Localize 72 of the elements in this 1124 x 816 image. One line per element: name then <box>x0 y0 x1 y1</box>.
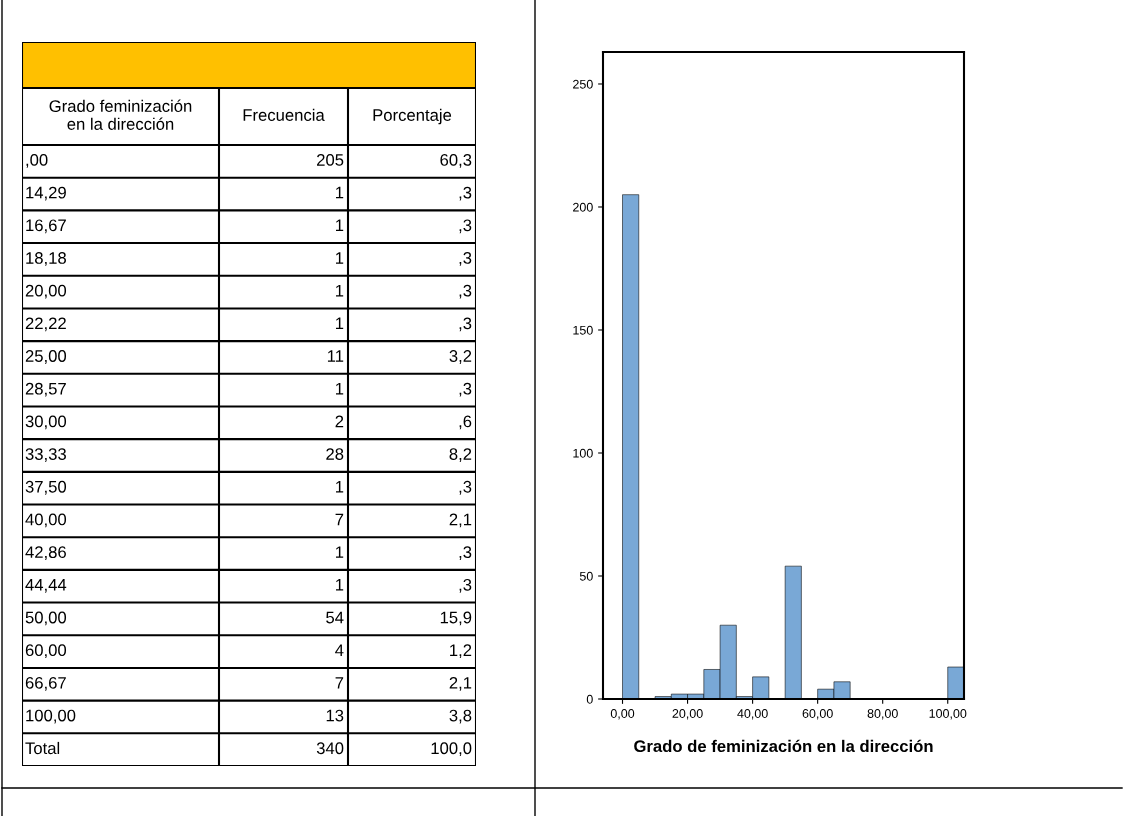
text: 60,3 <box>440 154 472 168</box>
category-label: Porcentaje <box>373 108 452 125</box>
text: ,3 <box>459 219 472 234</box>
text: 2,1 <box>449 676 472 691</box>
text: 8,2 <box>449 448 472 462</box>
category-label: Frecuencia <box>243 108 325 121</box>
text: 33,33 <box>25 448 66 462</box>
y-tick-label: 150 <box>573 325 593 335</box>
text: 3,2 <box>449 350 472 364</box>
text: 25,00 <box>25 350 67 364</box>
text: 20,00 <box>25 284 67 299</box>
text: 1 <box>336 481 344 493</box>
x-axis-title: Grado de feminización en la dirección <box>634 739 933 753</box>
text: 18,18 <box>26 252 66 266</box>
text: 22,22 <box>25 317 66 332</box>
x-tick-label: 20,00 <box>672 709 703 720</box>
text: 1 <box>336 382 344 395</box>
text: 1 <box>336 579 344 591</box>
text: Total <box>25 741 60 755</box>
text: ,3 <box>459 317 472 332</box>
text: ,3 <box>459 546 472 560</box>
x-tick-label: 0,00 <box>610 709 635 720</box>
x-tick-label: 100,00 <box>929 709 967 720</box>
text: ,3 <box>459 186 472 201</box>
text: 13 <box>326 709 344 722</box>
text: 54 <box>326 611 344 624</box>
y-tick-label: 50 <box>579 571 593 581</box>
text: 28 <box>326 448 344 460</box>
text: 7 <box>335 513 344 526</box>
x-tick-label: 80,00 <box>867 709 898 720</box>
text: 1 <box>336 546 344 558</box>
text: 1 <box>336 186 344 199</box>
text: 205 <box>317 154 344 166</box>
y-tick-label: 100 <box>573 448 593 458</box>
text: 42,86 <box>25 546 66 560</box>
text: 1 <box>336 317 344 330</box>
y-tick-label: 200 <box>573 202 593 212</box>
text: 1 <box>336 284 344 297</box>
text: 50,00 <box>25 611 67 626</box>
text: 44,44 <box>25 579 67 593</box>
text: ,3 <box>459 578 472 593</box>
text: 100,0 <box>431 742 472 757</box>
text: ,3 <box>459 480 472 495</box>
y-tick-label: 0 <box>586 694 593 704</box>
text: 15,9 <box>440 611 472 626</box>
text: ,3 <box>459 382 472 397</box>
category-label: Grado feminización en la dirección <box>49 99 192 130</box>
text: 14,29 <box>26 186 66 201</box>
text: ,3 <box>459 284 472 299</box>
text: 2,1 <box>449 513 472 528</box>
x-tick-label: 40,00 <box>737 709 768 720</box>
text: 1,2 <box>450 644 472 659</box>
y-tick-label: 250 <box>573 79 593 89</box>
text: 1 <box>336 219 344 232</box>
text: 37,50 <box>25 480 67 495</box>
text: ,6 <box>459 415 472 430</box>
text: ,3 <box>459 252 472 266</box>
text: 66,67 <box>25 676 66 691</box>
text: 40,00 <box>25 513 67 528</box>
text: 3,8 <box>449 709 472 724</box>
text: 7 <box>335 677 344 689</box>
text: 30,00 <box>25 415 67 430</box>
text: 340 <box>316 742 344 755</box>
text: 2 <box>335 415 344 428</box>
text: 4 <box>335 644 344 656</box>
text: ,00 <box>26 154 48 168</box>
text: 28,57 <box>25 382 66 397</box>
text: 60,00 <box>25 644 67 659</box>
text: 16,67 <box>26 219 66 234</box>
text: 11 <box>327 350 344 362</box>
text: 1 <box>336 252 344 264</box>
x-tick-label: 60,00 <box>802 709 833 720</box>
